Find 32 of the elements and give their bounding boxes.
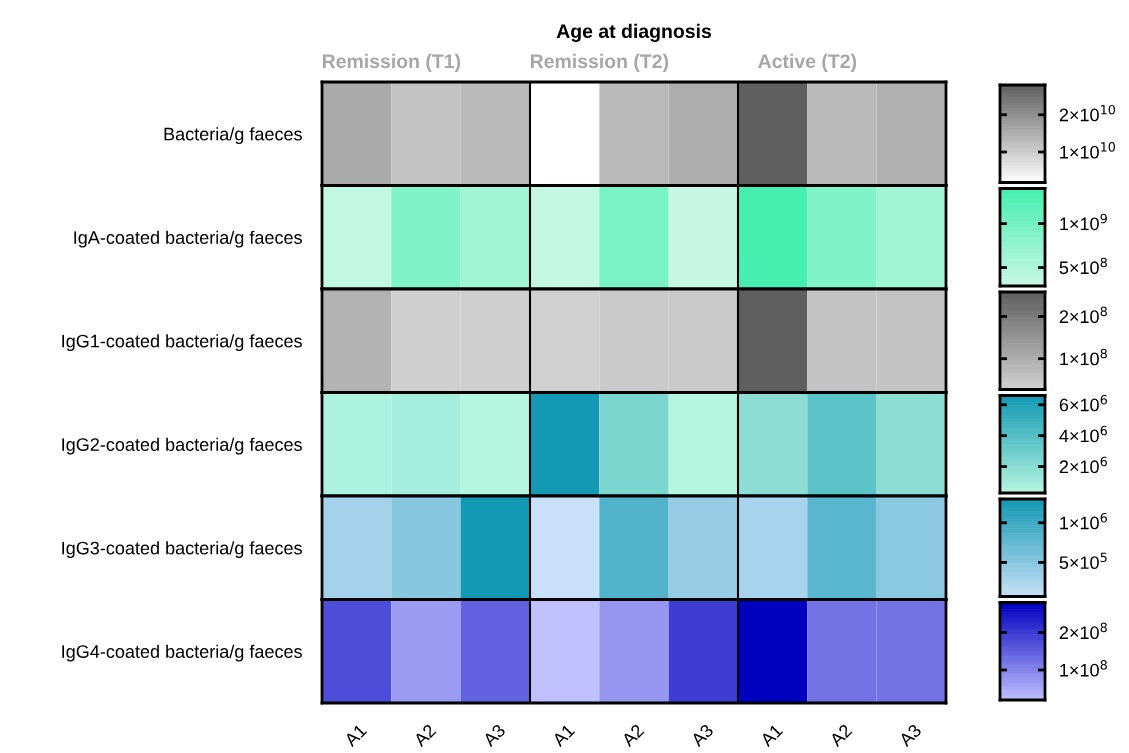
color-bar-label: 5×10$^{5}$ — [1059, 552, 1107, 570]
x-tick-label: A3 — [689, 723, 715, 748]
y-tick-label: IgG1-coated bacteria/g faeces — [62, 334, 302, 352]
color-bar-label: 1×10$^{8}$ — [1060, 660, 1107, 677]
y-tick-label: IgG3-coated bacteria/g faeces — [62, 541, 302, 559]
x-tick-label: A3 — [897, 723, 923, 748]
x-tick-label: A2 — [620, 723, 645, 748]
color-bar-label: 1×10$^{6}$ — [1060, 512, 1107, 530]
x-tick-label: A1 — [551, 723, 576, 748]
color-bar-label: 1×10$^{9}$ — [1060, 213, 1107, 231]
color-bar-label: 2×10$^{10}$ — [1059, 104, 1115, 122]
x-tick-label: A2 — [412, 723, 437, 748]
text: Remission (T1) — [322, 53, 461, 72]
color-bar-label: 4×10$^{6}$ — [1059, 425, 1107, 443]
color-bar-label: 2×10$^{8}$ — [1059, 306, 1107, 324]
y-tick-label: IgG2-coated bacteria/g faeces — [62, 437, 302, 455]
text: Remission (T2) — [530, 53, 669, 72]
x-tick-label: A2 — [828, 723, 853, 748]
y-tick-label: IgA-coated bacteria/g faeces — [74, 230, 302, 248]
color-bar-label: 6×10$^{6}$ — [1059, 394, 1107, 412]
color-bar-label: 2×10$^{8}$ — [1059, 622, 1107, 640]
text: Active (T2) — [758, 53, 857, 72]
y-tick-label: Bacteria/g faeces — [164, 127, 302, 145]
x-tick-label: A1 — [343, 723, 368, 748]
color-bar-label: 1×10$^{10}$ — [1060, 142, 1115, 159]
x-tick-label: A1 — [759, 723, 784, 748]
y-tick-label: IgG4-coated bacteria/g faeces — [62, 644, 302, 662]
color-bar-label: 1×10$^{8}$ — [1060, 348, 1107, 366]
color-bar-label: 5×10$^{8}$ — [1059, 257, 1107, 275]
color-bar-label: 2×10$^{6}$ — [1059, 456, 1107, 474]
chart-title: Age at diagnosis — [556, 23, 711, 42]
x-tick-label: A3 — [481, 723, 507, 748]
